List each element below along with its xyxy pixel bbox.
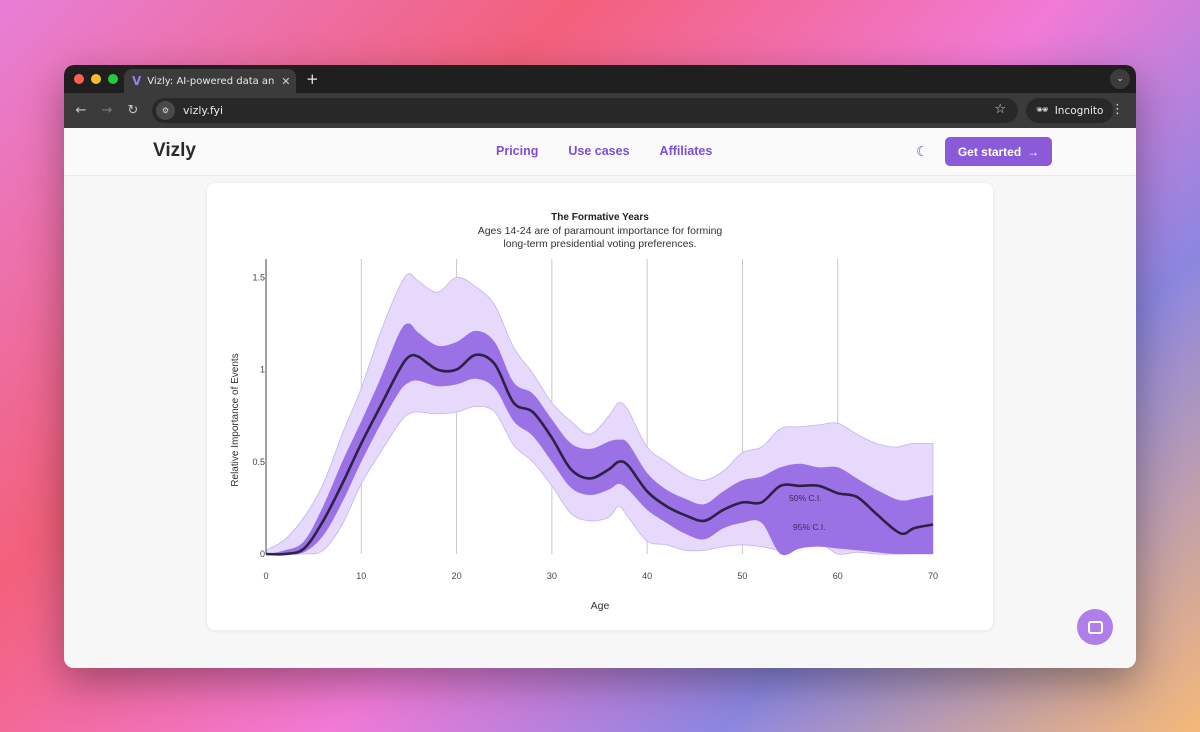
y-tick-0.5: 0.5 xyxy=(252,457,265,467)
chart-subtitle-line-2: long-term presidential voting preference… xyxy=(503,238,696,250)
tab-close-icon[interactable]: ✕ xyxy=(281,74,291,88)
close-window-button[interactable] xyxy=(74,74,84,84)
annotation-ci95: 95% C.I. xyxy=(793,522,826,532)
chat-support-button[interactable] xyxy=(1077,609,1113,645)
y-tick-labels: 0 0.5 1 1.5 xyxy=(252,272,265,559)
mean-line xyxy=(265,353,934,556)
chart-card: The Formative Years Ages 14-24 are of pa… xyxy=(207,183,993,630)
browser-toolbar: ← → ↻ ⚙ vizly.fyi ☆ 🕶 Incognito ⋮ xyxy=(64,93,1136,128)
forward-arrow-icon[interactable]: → xyxy=(101,103,113,118)
x-tick-30: 30 xyxy=(547,571,557,581)
chart-subtitle-line-1: Ages 14-24 are of paramount importance f… xyxy=(478,225,723,237)
tab-search-chevron-icon[interactable]: ⌄ xyxy=(1110,69,1130,89)
window-controls xyxy=(74,74,118,84)
x-tick-40: 40 xyxy=(642,571,652,581)
x-tick-50: 50 xyxy=(737,571,747,581)
arrow-right-icon: → xyxy=(1027,144,1040,159)
y-tick-1: 1 xyxy=(260,365,265,375)
site-logo[interactable]: Vizly xyxy=(153,140,196,161)
bookmark-star-icon[interactable]: ☆ xyxy=(994,102,1006,117)
nav-pricing[interactable]: Pricing xyxy=(496,144,539,158)
y-tick-1.5: 1.5 xyxy=(252,272,265,282)
get-started-label: Get started xyxy=(957,144,1022,159)
page-content: The Formative Years Ages 14-24 are of pa… xyxy=(64,176,1136,668)
chart-title: The Formative Years xyxy=(551,212,649,223)
reload-icon[interactable]: ↻ xyxy=(127,103,139,118)
address-bar[interactable]: ⚙ vizly.fyi ☆ xyxy=(152,98,1018,123)
x-tick-60: 60 xyxy=(833,571,843,581)
browser-tab-active[interactable]: V Vizly: AI-powered data analysis ✕ xyxy=(124,69,296,93)
incognito-label: Incognito xyxy=(1054,104,1104,117)
nav-affiliates[interactable]: Affiliates xyxy=(659,144,713,158)
back-arrow-icon[interactable]: ← xyxy=(75,103,87,118)
browser-menu-icon[interactable]: ⋮ xyxy=(1111,102,1124,117)
browser-titlebar: V Vizly: AI-powered data analysis ✕ + ⌄ xyxy=(64,65,1136,93)
nav-use-cases[interactable]: Use cases xyxy=(568,144,630,158)
maximize-window-button[interactable] xyxy=(108,74,118,84)
browser-window: V Vizly: AI-powered data analysis ✕ + ⌄ … xyxy=(64,65,1136,668)
vizly-favicon-icon: V xyxy=(132,74,142,88)
get-started-button[interactable]: Get started → xyxy=(945,137,1052,166)
site-header: Vizly Pricing Use cases Affiliates ☾ Get… xyxy=(64,128,1136,176)
dark-mode-moon-icon[interactable]: ☾ xyxy=(916,144,929,160)
x-tick-0: 0 xyxy=(263,571,268,581)
x-tick-labels: 0 10 20 30 40 50 60 70 xyxy=(263,571,938,581)
x-tick-20: 20 xyxy=(452,571,462,581)
x-tick-10: 10 xyxy=(356,571,366,581)
new-tab-icon[interactable]: + xyxy=(306,70,319,88)
incognito-indicator[interactable]: 🕶 Incognito xyxy=(1026,98,1114,123)
incognito-icon: 🕶 xyxy=(1036,105,1049,116)
site-settings-icon[interactable]: ⚙ xyxy=(156,101,175,120)
y-tick-0: 0 xyxy=(260,549,265,559)
annotation-ci50: 50% C.I. xyxy=(789,493,822,503)
chat-bubble-icon xyxy=(1087,620,1103,634)
y-axis-label: Relative Importance of Events xyxy=(230,353,241,486)
main-nav: Pricing Use cases Affiliates xyxy=(496,144,712,158)
x-tick-70: 70 xyxy=(928,571,938,581)
minimize-window-button[interactable] xyxy=(91,74,101,84)
tab-title: Vizly: AI-powered data analysis xyxy=(147,75,275,87)
x-axis-label: Age xyxy=(591,600,610,612)
url-text[interactable]: vizly.fyi xyxy=(183,104,224,117)
chart-svg: The Formative Years Ages 14-24 are of pa… xyxy=(230,212,938,612)
